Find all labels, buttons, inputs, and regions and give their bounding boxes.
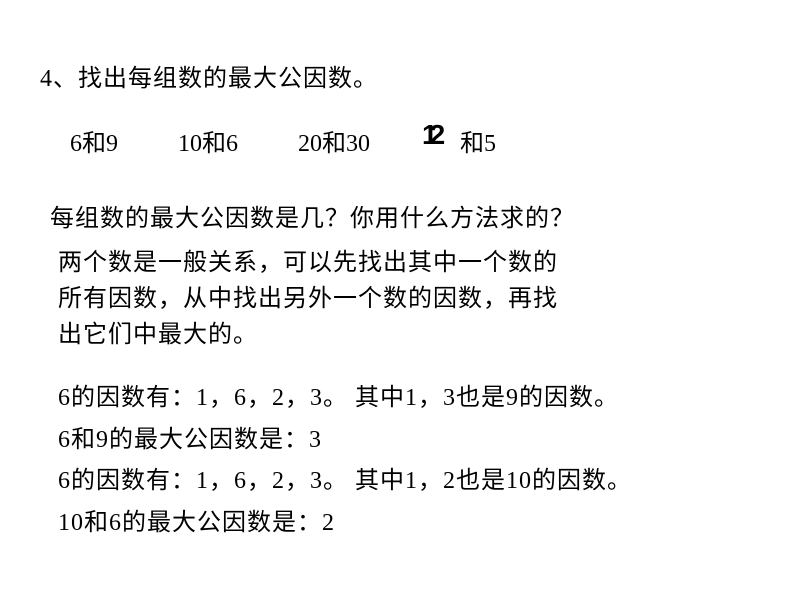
work-line-3: 6的因数有：1，6，2，3。 其中1，2也是10的因数。 (58, 462, 754, 502)
work-line-4: 10和6的最大公因数是：2 (58, 504, 754, 544)
problem-list: 6和9 10和6 20和30 12 和5 (70, 123, 754, 158)
problem-4-text: 和5 (460, 131, 496, 157)
problem-3: 20和30 (298, 123, 370, 158)
explanation-line-3: 出它们中最大的。 (58, 317, 754, 353)
problem-4-overlay: 12 (422, 119, 437, 151)
work-block: 6的因数有：1，6，2，3。 其中1，3也是9的因数。 6和9的最大公因数是：3… (58, 379, 754, 543)
explanation-line-2: 所有因数，从中找出另外一个数的因数，再找 (58, 281, 754, 317)
explanation-block: 两个数是一般关系，可以先找出其中一个数的 所有因数，从中找出另外一个数的因数，再… (58, 245, 754, 353)
explanation-line-1: 两个数是一般关系，可以先找出其中一个数的 (58, 245, 754, 281)
problem-4: 12 和5 (430, 123, 496, 158)
work-line-2: 6和9的最大公因数是：3 (58, 421, 754, 461)
problem-2: 10和6 (178, 123, 238, 158)
problem-title: 4、找出每组数的最大公因数。 (40, 58, 754, 93)
question-text: 每组数的最大公因数是几？你用什么方法求的？ (50, 198, 754, 233)
problem-1: 6和9 (70, 123, 118, 158)
work-line-1: 6的因数有：1，6，2，3。 其中1，3也是9的因数。 (58, 379, 754, 419)
